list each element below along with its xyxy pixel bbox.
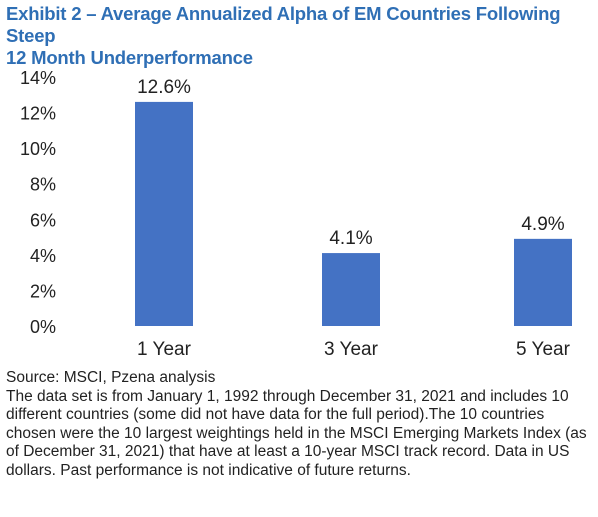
source-note: Source: MSCI, Pzena analysis: [6, 369, 216, 386]
y-tick-label: 12%: [20, 104, 56, 124]
x-category-label: 1 Year: [137, 339, 192, 360]
chart-title-line-2: 12 Month Underperformance: [6, 47, 253, 68]
y-tick-label: 4%: [30, 246, 56, 266]
y-tick-label: 14%: [20, 68, 56, 88]
x-category-label: 3 Year: [324, 339, 379, 360]
data-label: 12.6%: [137, 77, 191, 98]
y-tick-label: 2%: [30, 281, 56, 301]
y-tick-label: 6%: [30, 210, 56, 230]
y-tick-label: 8%: [30, 175, 56, 195]
bar: [322, 253, 380, 326]
x-category-label: 5 Year: [516, 339, 571, 360]
data-label: 4.1%: [329, 228, 372, 249]
chart-notes: Source: MSCI, Pzena analysis The data se…: [6, 369, 596, 481]
disclaimer-note: The data set is from January 1, 1992 thr…: [6, 387, 587, 479]
bar: [514, 238, 572, 326]
chart-title: Exhibit 2 – Average Annualized Alpha of …: [6, 3, 596, 69]
bar: [135, 101, 193, 327]
data-label: 4.9%: [521, 214, 564, 235]
chart-title-line-1: Exhibit 2 – Average Annualized Alpha of …: [6, 3, 561, 46]
bar-chart: 0% 2% 4% 6% 8% 10% 12% 14% 12.6% 1 Year 4.1% 3 Year…: [20, 68, 572, 360]
y-tick-label: 10%: [20, 139, 56, 159]
y-tick-label: 0%: [30, 317, 56, 337]
